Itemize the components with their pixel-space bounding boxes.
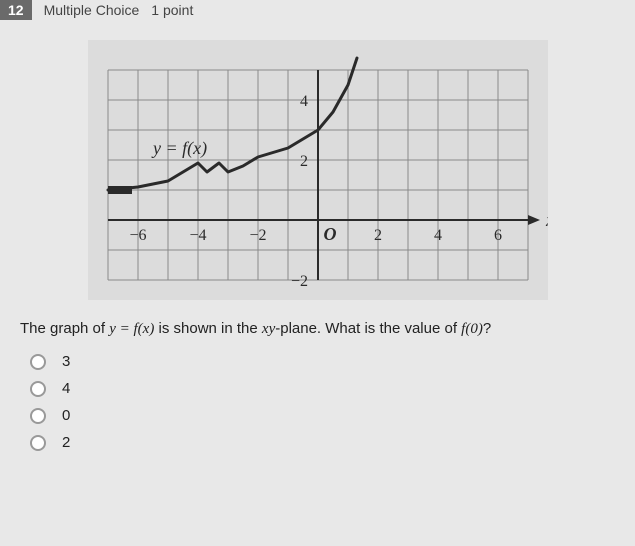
question-expr3: f(0) xyxy=(461,321,483,337)
option-label: 3 xyxy=(62,353,70,370)
graph: x −6 −4 −2 2 4 6 −2 2 4 Oy = f(x) xyxy=(88,40,548,300)
radio-icon[interactable] xyxy=(30,381,46,397)
svg-text:y = f(x): y = f(x) xyxy=(151,138,207,159)
svg-text:6: 6 xyxy=(494,227,502,244)
radio-icon[interactable] xyxy=(30,354,46,370)
option-row[interactable]: 2 xyxy=(30,429,605,456)
question-suffix: -plane. What is the value of xyxy=(275,320,461,337)
svg-text:2: 2 xyxy=(300,153,308,170)
question-points: 1 point xyxy=(151,2,193,18)
option-row[interactable]: 0 xyxy=(30,402,605,429)
question-end: ? xyxy=(483,320,491,337)
option-label: 2 xyxy=(62,434,70,451)
question-expr2: xy xyxy=(262,321,275,337)
option-row[interactable]: 3 xyxy=(30,348,605,375)
option-label: 4 xyxy=(62,380,70,397)
svg-text:−2: −2 xyxy=(290,273,307,290)
svg-text:2: 2 xyxy=(374,227,382,244)
question-type: Multiple Choice xyxy=(44,2,140,18)
svg-text:4: 4 xyxy=(434,227,442,244)
question-number: 12 xyxy=(0,0,32,20)
radio-icon[interactable] xyxy=(30,435,46,451)
option-label: 0 xyxy=(62,407,70,424)
question-header: 12 Multiple Choice 1 point xyxy=(0,0,635,20)
question-mid: is shown in the xyxy=(154,320,262,337)
svg-text:−6: −6 xyxy=(129,227,146,244)
svg-text:4: 4 xyxy=(300,93,308,110)
svg-text:−2: −2 xyxy=(249,227,266,244)
option-row[interactable]: 4 xyxy=(30,375,605,402)
radio-icon[interactable] xyxy=(30,408,46,424)
question-text: The graph of y = f(x) is shown in the xy… xyxy=(0,310,635,348)
svg-text:−4: −4 xyxy=(189,227,206,244)
graph-container: x −6 −4 −2 2 4 6 −2 2 4 Oy = f(x) xyxy=(0,40,635,300)
question-expr1: y = f(x) xyxy=(109,321,154,337)
svg-text:O: O xyxy=(323,224,336,244)
question-prefix: The graph of xyxy=(20,320,109,337)
options-list: 3 4 0 2 xyxy=(0,348,635,456)
svg-text:x: x xyxy=(545,210,548,230)
